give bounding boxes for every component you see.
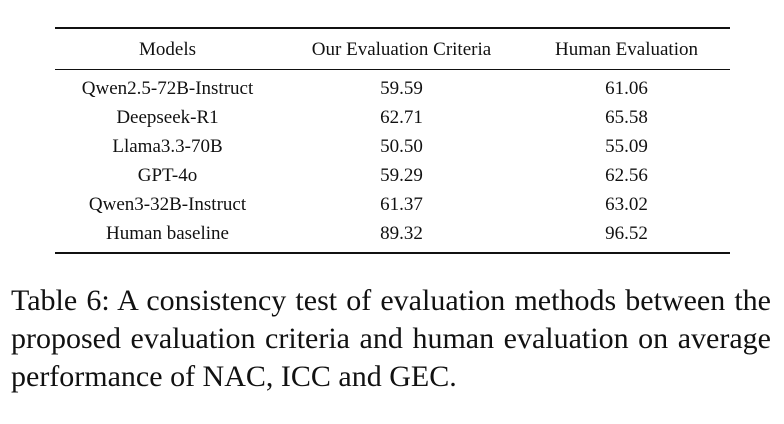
table-header-row: Models Our Evaluation Criteria Human Eva… [55,27,730,70]
cell-human: 55.09 [605,136,648,157]
cell-ours: 89.32 [280,219,523,254]
cell-model: Deepseek-R1 [116,107,219,128]
caption-label: Table 6: [11,284,110,317]
cell-human: 65.58 [605,107,648,128]
header-our-evaluation: Our Evaluation Criteria [280,27,523,70]
cell-human: 61.06 [605,78,648,99]
cell-ours: 50.50 [380,136,423,157]
cell-human: 62.56 [605,165,648,186]
cell-ours: 59.59 [380,78,423,99]
table-row: Deepseek-R1 62.71 65.58 [55,103,730,132]
table-row: Human baseline 89.32 96.52 [55,219,730,254]
results-table-container: Models Our Evaluation Criteria Human Eva… [55,27,730,254]
cell-human: 96.52 [523,219,730,254]
caption-text: A consistency test of evaluation methods… [11,284,771,393]
cell-model: GPT-4o [137,165,198,186]
table-caption: Table 6: A consistency test of evaluatio… [11,282,771,396]
header-models: Models [55,27,280,70]
table-row: Qwen2.5-72B-Instruct 59.59 61.06 [55,70,730,104]
results-table: Models Our Evaluation Criteria Human Eva… [55,27,730,254]
table-row: Qwen3-32B-Instruct 61.37 63.02 [55,190,730,219]
cell-model: Qwen3-32B-Instruct [88,194,247,215]
cell-model: Human baseline [55,219,280,254]
cell-model: Qwen2.5-72B-Instruct [81,78,254,99]
cell-ours: 62.71 [380,107,423,128]
cell-human: 63.02 [605,194,648,215]
cell-model: Llama3.3-70B [112,136,223,157]
table-row: GPT-4o 59.29 62.56 [55,161,730,190]
cell-ours: 61.37 [380,194,423,215]
table-row: Llama3.3-70B 50.50 55.09 [55,132,730,161]
header-human-evaluation: Human Evaluation [523,27,730,70]
cell-ours: 59.29 [380,165,423,186]
